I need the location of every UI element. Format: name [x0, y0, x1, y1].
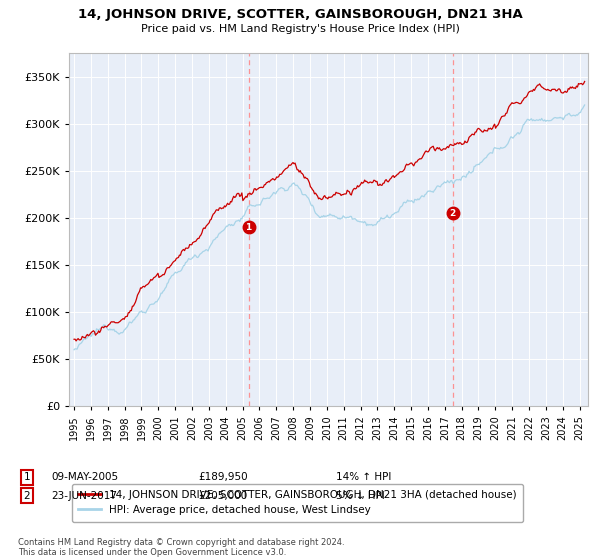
Text: 2: 2: [23, 491, 31, 501]
Text: £205,000: £205,000: [198, 491, 247, 501]
Text: Contains HM Land Registry data © Crown copyright and database right 2024.
This d: Contains HM Land Registry data © Crown c…: [18, 538, 344, 557]
Text: 23-JUN-2017: 23-JUN-2017: [51, 491, 117, 501]
Text: 1: 1: [245, 223, 252, 232]
Text: 09-MAY-2005: 09-MAY-2005: [51, 472, 118, 482]
Text: £189,950: £189,950: [198, 472, 248, 482]
Text: 14% ↑ HPI: 14% ↑ HPI: [336, 472, 391, 482]
Text: 5% ↓ HPI: 5% ↓ HPI: [336, 491, 385, 501]
Text: 2: 2: [450, 209, 456, 218]
Legend: 14, JOHNSON DRIVE, SCOTTER, GAINSBOROUGH, DN21 3HA (detached house), HPI: Averag: 14, JOHNSON DRIVE, SCOTTER, GAINSBOROUGH…: [71, 483, 523, 522]
Text: 1: 1: [23, 472, 31, 482]
Text: 14, JOHNSON DRIVE, SCOTTER, GAINSBOROUGH, DN21 3HA: 14, JOHNSON DRIVE, SCOTTER, GAINSBOROUGH…: [77, 8, 523, 21]
Text: Price paid vs. HM Land Registry's House Price Index (HPI): Price paid vs. HM Land Registry's House …: [140, 24, 460, 34]
